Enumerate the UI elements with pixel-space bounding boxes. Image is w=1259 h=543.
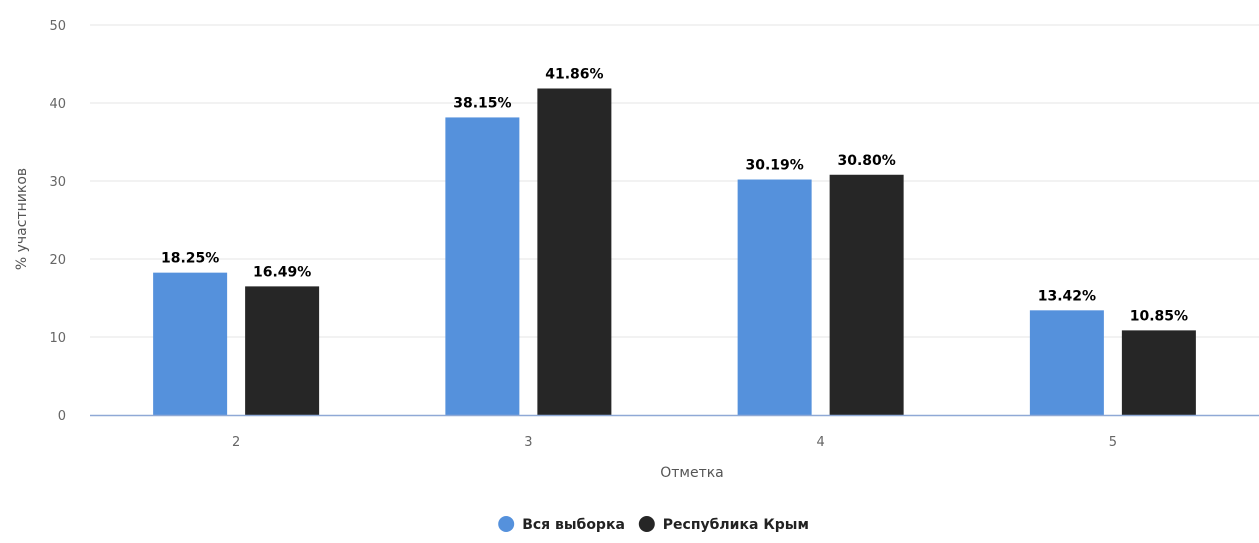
bar <box>1029 310 1104 415</box>
bar <box>829 174 904 415</box>
legend-label: Республика Крым <box>663 517 809 533</box>
y-tick-label: 10 <box>49 331 66 346</box>
x-tick-label: 5 <box>1109 435 1117 450</box>
data-label: 38.15% <box>453 95 511 111</box>
x-tick-label: 2 <box>232 435 240 450</box>
legend: Вся выборка Республика Крым <box>498 516 809 533</box>
data-labels: 18.25% 16.49% 38.15% 41.86% 30.19% 30.80% 13.4… <box>161 66 1188 324</box>
data-label: 16.49% <box>253 264 311 280</box>
y-tick-label: 50 <box>49 19 66 34</box>
y-tick-label: 30 <box>49 175 66 190</box>
legend-marker <box>638 516 655 532</box>
bar <box>245 286 320 415</box>
y-axis-ticks: 0 10 20 30 40 50 <box>49 19 66 424</box>
data-label: 18.25% <box>161 251 219 267</box>
legend-marker <box>498 516 515 532</box>
data-label: 30.19% <box>745 158 803 174</box>
legend-label: Вся выборка <box>522 517 625 533</box>
data-label: 30.80% <box>837 153 895 169</box>
data-label: 10.85% <box>1130 308 1188 324</box>
bar <box>1121 330 1196 415</box>
y-axis-title: % участников <box>14 168 30 270</box>
bars <box>153 88 1196 416</box>
legend-item[interactable]: Вся выборка <box>498 516 625 533</box>
y-tick-label: 40 <box>49 97 66 112</box>
legend-item[interactable]: Республика Крым <box>638 516 809 533</box>
bar <box>737 179 812 415</box>
x-axis-title: Отметка <box>660 465 724 481</box>
data-label: 41.86% <box>545 66 603 82</box>
y-tick-label: 0 <box>58 409 66 424</box>
bar <box>537 88 612 415</box>
y-tick-label: 20 <box>49 253 66 268</box>
x-tick-label: 3 <box>524 435 532 450</box>
data-label: 13.42% <box>1038 288 1096 304</box>
x-axis-ticks: 2 3 4 5 <box>232 435 1117 450</box>
bar <box>153 272 228 415</box>
x-tick-label: 4 <box>816 435 824 450</box>
bar <box>445 117 520 416</box>
